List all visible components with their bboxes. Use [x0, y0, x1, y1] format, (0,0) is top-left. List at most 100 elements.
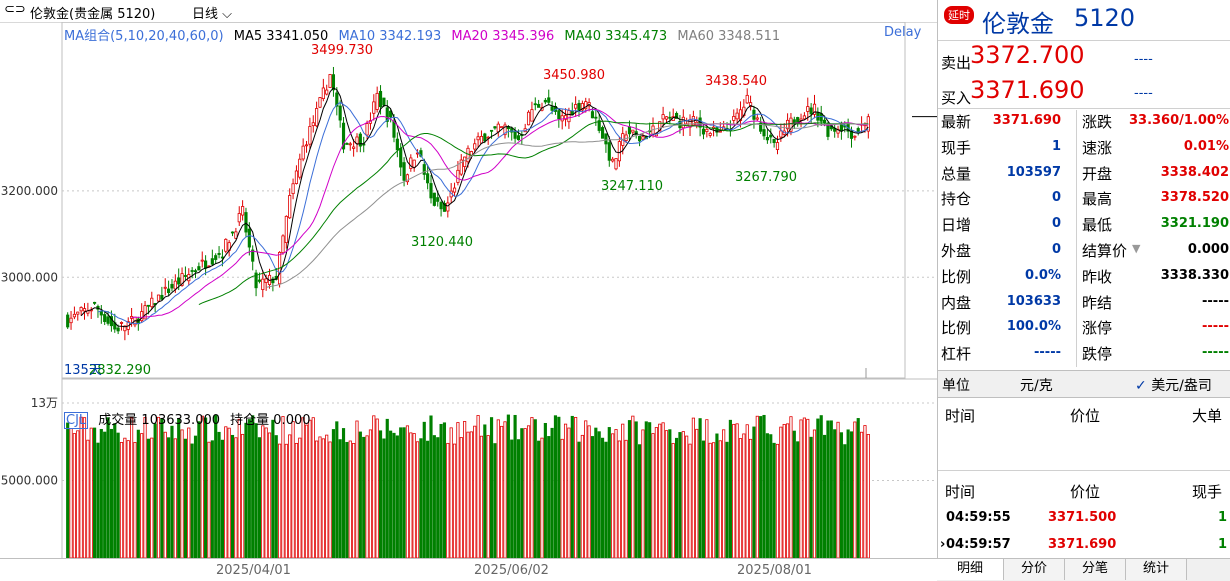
volume-indicator-label[interactable]: CJL [64, 412, 89, 429]
volume-bar [66, 422, 70, 559]
volume-bar [103, 431, 107, 559]
quote-value: 3321.190 [1160, 216, 1229, 232]
chart-canvas[interactable]: 3200.000 3000.000 13万 65000.000 3499.730 3450… [0, 21, 937, 559]
volume-bar [816, 418, 820, 559]
volume-bar [557, 416, 561, 559]
candle-body [170, 283, 174, 289]
candle-body [574, 104, 578, 109]
candle-body [247, 228, 251, 248]
quote-label: 比例 [941, 267, 972, 286]
x-tick: 2025/08/01 [737, 563, 812, 578]
volume-bar [409, 432, 413, 559]
volume-bar [318, 436, 322, 559]
volume-bar [274, 435, 278, 559]
candle-body [143, 305, 147, 320]
volume-bar [271, 419, 275, 559]
volume-bar [627, 420, 632, 559]
volume-bar [809, 436, 813, 559]
quote-value: 1 [1051, 138, 1061, 154]
ma60-line [266, 123, 869, 288]
volume-bar [786, 423, 790, 559]
volume-bar [150, 437, 154, 559]
volume-bar [230, 434, 235, 559]
dropdown-icon[interactable]: ▼ [1132, 242, 1141, 255]
volume-bar [389, 430, 393, 559]
link-icon[interactable]: ⊂⊃ [4, 2, 26, 17]
volume-bar [614, 429, 618, 559]
candle-body [382, 97, 386, 106]
volume-bar [331, 429, 336, 559]
candle-body [772, 138, 776, 144]
volume-bar [281, 416, 285, 559]
volume-bar [540, 437, 544, 559]
candle-body [476, 136, 480, 141]
volume-bar [96, 442, 100, 559]
volume-bar [759, 416, 763, 559]
candle-body [560, 115, 564, 122]
volume-bar [247, 419, 251, 559]
candle-body [399, 147, 403, 168]
kline-chart[interactable]: 3200.000 3000.000 13万 65000.000 3499.730 3450… [0, 21, 937, 559]
instrument-title: 伦敦金(贵金属 5120) [30, 7, 156, 22]
candle-body [510, 127, 514, 133]
volume-bar [860, 431, 864, 559]
volume-bar [604, 441, 608, 559]
candle-body [99, 310, 103, 316]
volume-bar [254, 423, 258, 559]
candle-body [345, 143, 349, 145]
volume-bar [153, 423, 157, 559]
candle-body [483, 133, 487, 142]
tab-stats[interactable]: 统计 [1126, 559, 1187, 580]
candle-body [119, 322, 124, 324]
volume-bar [362, 436, 366, 559]
period-selector[interactable]: 日线 ⌵ [192, 3, 232, 22]
volume-bar [187, 427, 191, 559]
candle-body [812, 103, 817, 115]
candle-body [412, 159, 416, 168]
volume-bar [301, 417, 305, 559]
tab-ticks[interactable]: 分笔 [1065, 559, 1126, 580]
volume-bar [267, 432, 272, 559]
volume-bar [93, 427, 97, 559]
volume-bar [338, 439, 342, 559]
candle-body [479, 135, 484, 144]
volume-bar [493, 443, 497, 559]
candle-body [264, 278, 268, 283]
volume-bar [405, 425, 410, 559]
candle-body [775, 142, 780, 150]
delay-badge: 延时 [944, 6, 974, 24]
quote-label: 最低 [1082, 216, 1113, 235]
volume-bar [193, 435, 198, 559]
volume-bar [762, 414, 766, 559]
candle-body [765, 137, 769, 141]
candle-body [513, 130, 517, 139]
ma-group-label[interactable]: MA组合(5,10,20,40,60,0) [64, 29, 224, 44]
candle-body [311, 122, 315, 127]
candle-body [452, 187, 457, 193]
volume-bar [839, 432, 843, 559]
candle-body [496, 123, 500, 133]
volume-bar [574, 416, 578, 559]
quote-label: 比例 [941, 319, 972, 338]
volume-bar [728, 419, 732, 559]
tab-price-dist[interactable]: 分价 [1004, 559, 1065, 580]
candle-body [321, 87, 325, 100]
volume-bar [843, 444, 847, 559]
volume-bar [449, 427, 453, 559]
candle-body [220, 256, 225, 259]
volume-bar [224, 426, 228, 559]
unit-usd-oz-toggle[interactable]: ✓ 美元/盎司 [1135, 375, 1212, 395]
volume-value: 成交量 103633.000 [98, 413, 221, 428]
volume-bar [140, 433, 144, 559]
volume-bar [775, 443, 780, 559]
candle-body [789, 117, 793, 132]
y-tick-label: 3000.000 [1, 270, 58, 284]
volume-bar [119, 442, 124, 559]
candle-body [197, 266, 201, 271]
candle-body [738, 109, 743, 121]
quote-value: 3371.690 [992, 113, 1061, 128]
volume-bar [116, 432, 120, 559]
tab-detail[interactable]: 明细 [937, 559, 1004, 580]
volume-bar [792, 430, 796, 559]
unit-yuan-gram[interactable]: 元/克 [1020, 378, 1053, 394]
